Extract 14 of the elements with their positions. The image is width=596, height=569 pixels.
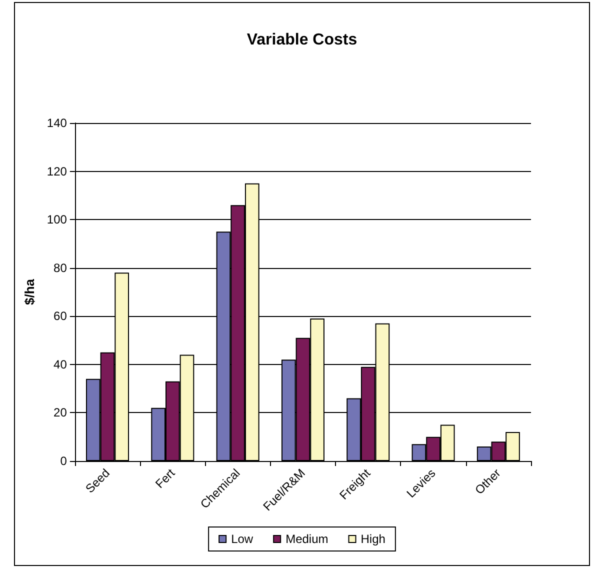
- legend-label: Medium: [286, 532, 328, 546]
- y-tick-label: 100: [46, 212, 68, 227]
- chart-title: Variable Costs: [246, 32, 358, 48]
- legend-label: Low: [231, 532, 254, 546]
- y-tick-label: 0: [60, 454, 68, 468]
- y-tick-label: 60: [54, 309, 68, 324]
- y-tick-label: 80: [54, 260, 68, 275]
- y-axis-title: $/ha: [22, 278, 37, 306]
- y-tick-label: 40: [54, 357, 68, 372]
- y-tick-label: 120: [46, 164, 68, 178]
- y-tick-label: 140: [46, 116, 68, 130]
- x-tick-label: Fert: [152, 466, 178, 492]
- legend-label: High: [360, 532, 386, 546]
- y-tick-label: 20: [54, 406, 68, 420]
